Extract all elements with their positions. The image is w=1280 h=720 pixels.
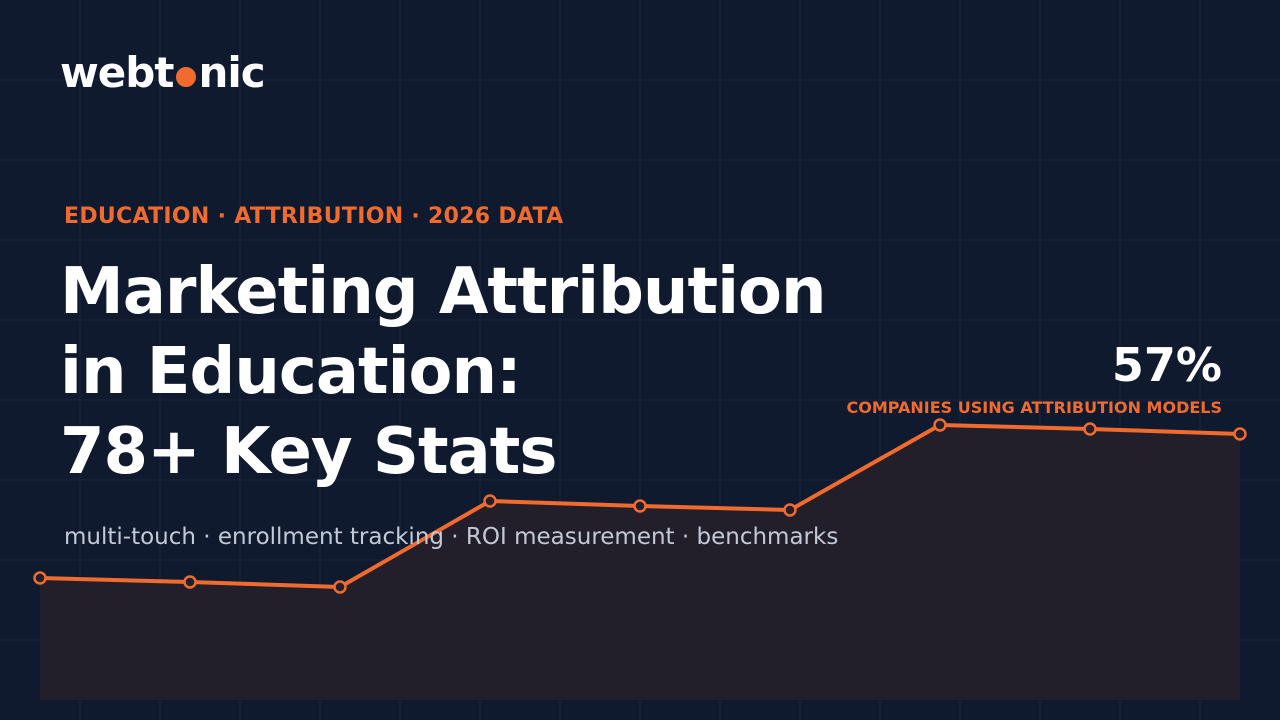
tagline: EDUCATION · ATTRIBUTION · 2026 DATA — [64, 204, 564, 229]
logo-dot — [176, 66, 197, 87]
decor-points — [33, 418, 1247, 594]
stat-label: COMPANIES USING ATTRIBUTION MODELS — [846, 398, 1222, 417]
logo: webt nic — [60, 48, 266, 97]
subtitle: multi-touch · enrollment tracking · ROI … — [64, 524, 839, 550]
title: Marketing Attribution in Education: 78+ … — [60, 252, 827, 492]
stat-value: 57% — [1111, 338, 1222, 392]
title-line: 78+ Key Stats — [60, 415, 557, 489]
logo-text: nic — [198, 48, 265, 97]
title-line: Marketing Attribution — [60, 255, 827, 329]
title-line: in Education: — [60, 335, 522, 409]
logo-text: webt — [60, 48, 174, 97]
decor-area — [40, 425, 1240, 700]
